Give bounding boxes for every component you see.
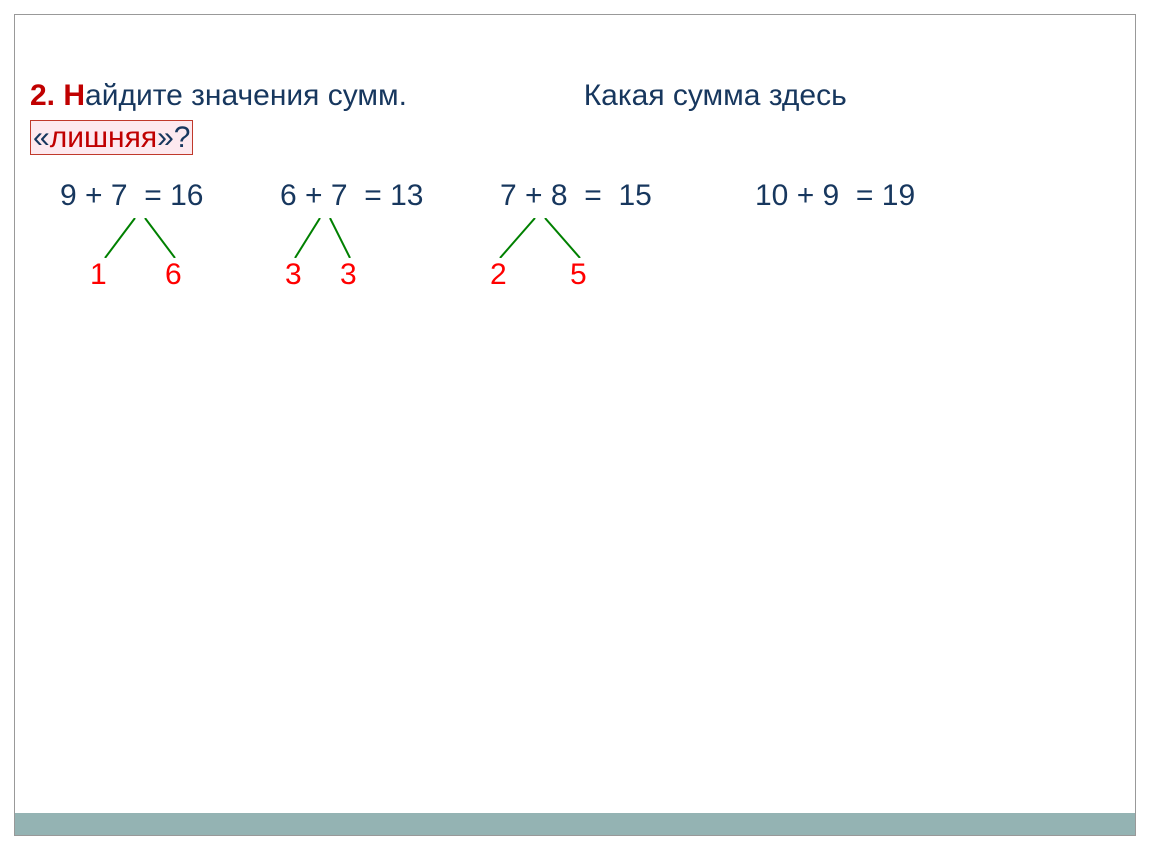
eq-expr-4: 10 + 9 = 19 [755, 179, 915, 212]
bottom-bar [15, 813, 1135, 835]
eq-expr-3: 7 + 8 = 15 [500, 179, 652, 212]
eq-expr-1: 9 + 7 = 16 [60, 179, 203, 212]
eq-result-3: 15 [618, 179, 651, 212]
equations-row: 9 + 7 = 16 1 6 6 + 7 [30, 179, 1120, 278]
split-lines-1 [90, 218, 210, 258]
equation-4: 10 + 9 = 19 [755, 179, 955, 278]
slide-frame: 2. Найдите значения сумм. Какая сумма зд… [14, 14, 1136, 836]
eq-expr-2: 6 + 7 = 13 [280, 179, 423, 212]
split-lines-3 [485, 218, 595, 258]
highlight-word: лишняя [50, 121, 157, 154]
split-left-2: 3 [285, 258, 302, 292]
highlight-suffix: »? [157, 121, 190, 154]
task-title: 2. Найдите значения сумм. Какая сумма зд… [30, 75, 1120, 159]
equation-1: 9 + 7 = 16 1 6 [60, 179, 280, 278]
split-2: 3 3 [280, 218, 500, 278]
title-text-2: Какая сумма здесь [584, 79, 847, 112]
task-number: 2. [30, 79, 55, 112]
slide-content: 2. Найдите значения сумм. Какая сумма зд… [15, 15, 1135, 278]
split-right-3: 5 [570, 258, 587, 292]
eq-result-1: 16 [170, 179, 203, 212]
split-3: 2 5 [500, 218, 755, 278]
title-first-letter: Н [63, 79, 85, 112]
eq-result-4: 19 [882, 179, 915, 212]
split-1: 1 6 [60, 218, 280, 278]
equation-3: 7 + 8 = 15 2 5 [500, 179, 755, 278]
eq-result-2: 13 [390, 179, 423, 212]
split-right-2: 3 [340, 258, 357, 292]
split-lines-2 [275, 218, 375, 258]
highlight-box: «лишняя»? [30, 120, 193, 155]
highlight-prefix: « [33, 121, 50, 154]
equation-2: 6 + 7 = 13 3 3 [280, 179, 500, 278]
title-text-1: айдите значения сумм. [85, 79, 407, 112]
split-right-1: 6 [165, 258, 182, 292]
split-left-3: 2 [490, 258, 507, 292]
split-left-1: 1 [90, 258, 107, 292]
